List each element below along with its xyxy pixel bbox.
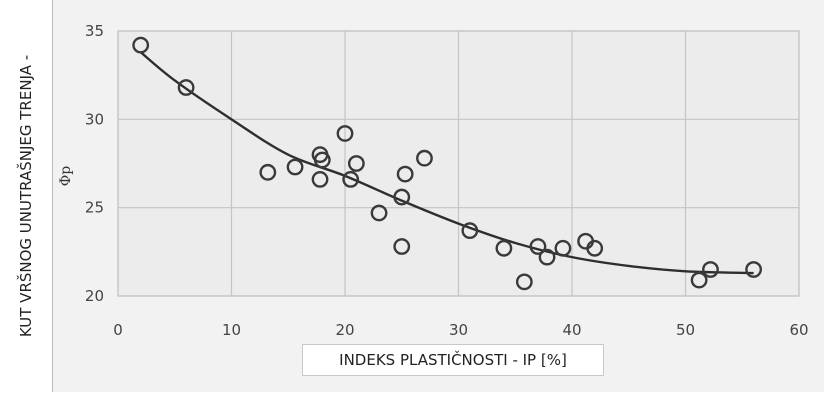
x-tick-label: 60 [789,321,808,339]
plot-frame [117,30,800,297]
x-tick-label: 20 [335,321,354,339]
y-tick-label: 30 [85,110,104,128]
data-point [132,36,150,54]
data-point [702,261,719,278]
data-point [396,165,414,183]
data-point [586,239,604,257]
data-point [461,222,479,240]
data-points [132,36,762,291]
grid-lines [117,30,800,297]
y-tick-label: 20 [85,287,104,305]
data-point [745,261,762,278]
trend-line-layer [139,51,754,275]
data-point [690,271,708,289]
data-point [336,125,354,142]
data-point [393,188,411,206]
y-tick-label: 35 [85,22,104,40]
x-tick-label: 0 [113,321,123,339]
trend-line [139,51,754,275]
x-tick-label: 50 [676,321,695,339]
data-point [342,170,360,188]
data-point [495,239,513,257]
data-point [554,239,572,257]
x-tick-label: 30 [449,321,468,339]
data-point [529,238,547,255]
x-axis-label: INDEKS PLASTIČNOSTI - IP [%] [339,351,567,369]
x-tick-label: 10 [222,321,241,339]
y-axis-symbol: Φp [58,165,75,187]
data-point [311,170,329,188]
data-point [347,155,365,172]
tick-labels: 0 10 20 30 40 50 60 20 25 30 35 [85,22,809,339]
y-axis-label: KUT VRŠNOG UNUTRAŠNJEG TRENJA - [17,54,35,338]
data-point [286,158,304,176]
y-tick-label: 25 [85,199,104,217]
y-axis-label-box: KUT VRŠNOG UNUTRAŠNJEG TRENJA - [0,0,53,392]
data-point [370,204,388,222]
data-point [259,163,277,181]
data-point [538,248,556,266]
data-point [393,238,411,255]
x-tick-label: 40 [562,321,581,339]
data-point [177,79,195,96]
data-point [515,273,533,291]
x-axis-label-box: INDEKS PLASTIČNOSTI - IP [%] [302,344,604,376]
data-point [313,151,331,169]
data-point [416,149,433,167]
